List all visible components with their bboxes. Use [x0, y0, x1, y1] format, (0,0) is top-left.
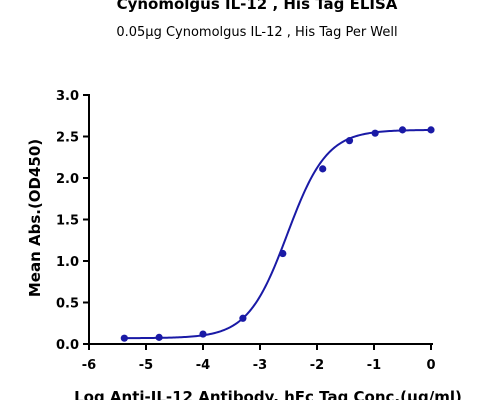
chart-title: Cynomolgus IL-12 , His Tag ELISA [117, 0, 398, 13]
data-point [345, 137, 354, 145]
y-tick-label: 0.0 [56, 338, 79, 353]
y-tick-label: 2.5 [56, 131, 79, 146]
y-tick-label: 3.0 [56, 89, 79, 104]
data-point [319, 165, 327, 173]
x-tick-label: -2 [310, 358, 324, 373]
x-tick-label: -6 [82, 358, 96, 373]
data-point [155, 333, 163, 341]
x-tick-label: -4 [196, 358, 210, 373]
x-tick-label: -1 [367, 358, 381, 373]
fit-curve [124, 129, 432, 340]
x-axis-label: Log Anti-IL-12 Antibody, hFc Tag Conc.(μ… [74, 388, 462, 400]
y-tick-label: 0.5 [56, 297, 79, 312]
x-tick-label: -5 [139, 358, 153, 373]
x-tick-label: 0 [426, 358, 435, 373]
data-point [398, 126, 407, 134]
y-tick-label: 1.5 [56, 214, 79, 229]
y-tick-label: 1.0 [56, 255, 79, 270]
y-axis-label: Mean Abs.(OD450) [26, 139, 44, 297]
y-tick-label: 2.0 [56, 172, 79, 187]
x-tick-label: -3 [253, 358, 267, 373]
data-point [279, 249, 287, 258]
chart-subtitle: 0.05μg Cynomolgus IL-12 , His Tag Per We… [116, 25, 397, 40]
data-point [120, 334, 128, 342]
plot-marks: 0.0 0.5 1.0 1.5 2.0 2.5 3.0 -6 -5 -4 -3 -2 -1 0 [56, 89, 436, 373]
data-point [371, 129, 379, 137]
data-point [427, 126, 435, 134]
data-point [199, 330, 207, 338]
data-point [239, 314, 247, 322]
